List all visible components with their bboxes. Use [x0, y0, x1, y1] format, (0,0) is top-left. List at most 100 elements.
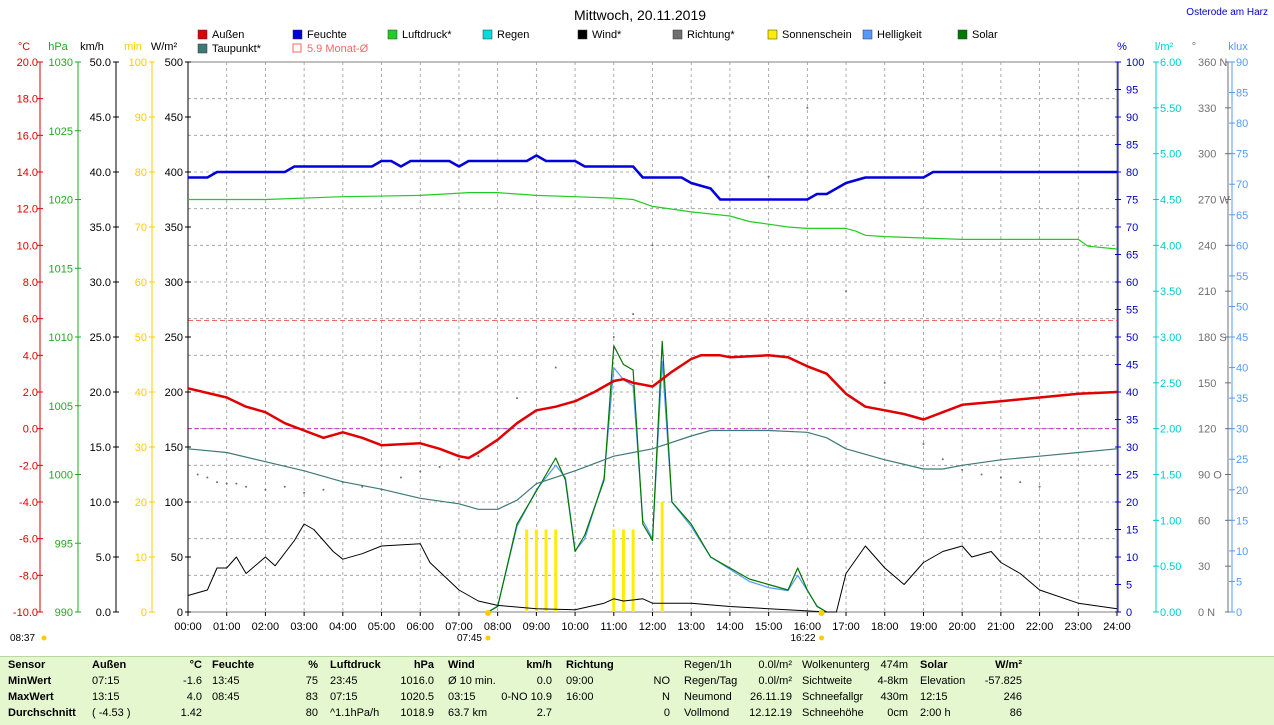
axis-tick-label: 25 — [1236, 454, 1248, 466]
point-richtung — [361, 485, 364, 488]
axis-tick-label: 10 — [1126, 552, 1138, 564]
axis-tick-label: 15.0 — [90, 442, 111, 454]
x-tick-label: 10:00 — [561, 621, 589, 633]
legend-item-luftdruck: Luftdruck* — [387, 29, 452, 41]
axis-unit-pct: % — [1117, 41, 1127, 53]
axis-tick-label: 240 — [1198, 240, 1216, 252]
axis-tick-label: 1.00 — [1160, 515, 1181, 527]
x-tick-label: 14:00 — [716, 621, 744, 633]
axis-tick-label: 4.00 — [1160, 240, 1181, 252]
axis-tick-label: 5.00 — [1160, 149, 1181, 161]
x-tick-label: 07:00 — [445, 621, 473, 633]
axis-tick-label: 1.50 — [1160, 470, 1181, 482]
legend-swatch — [482, 29, 493, 40]
axis-tick-label: 80 — [1126, 167, 1138, 179]
sunset-marker — [818, 610, 825, 616]
legend-item-aussen: Außen — [197, 29, 244, 41]
x-tick-label: 00:00 — [174, 621, 202, 633]
axis-tick-label: 50 — [1236, 301, 1248, 313]
footer-col-luftdruck: Luftdruck hPa 23:45 1016.0 07:15 1020.5 ^1.… — [330, 657, 434, 721]
footer-value: NO — [653, 675, 671, 687]
series-layer — [187, 106, 1118, 613]
legend-item-feuchte: Feuchte — [292, 29, 347, 41]
axis-unit-hpa: hPa — [48, 41, 68, 53]
footer-time: 07:15 — [92, 675, 120, 687]
location-label[interactable]: Osterode am Harz — [1186, 7, 1268, 18]
axis-tick-label: 40 — [135, 387, 147, 399]
footer-unit: km/h — [526, 659, 552, 671]
footer-label: Sichtweite — [802, 675, 853, 687]
footer-label: 2:00 h — [920, 707, 951, 719]
legend-label: Taupunkt* — [212, 43, 262, 55]
axis-tick-label: 120 — [1198, 424, 1216, 436]
axis-tick-label: 55 — [1126, 305, 1138, 317]
footer-value: 246 — [1003, 691, 1022, 703]
footer-time: ( -4.53 ) — [92, 707, 131, 719]
axis-tick-label: 80 — [1236, 118, 1248, 130]
legend-swatch — [672, 29, 683, 40]
footer-value: 430m — [880, 691, 908, 703]
axis-unit-temp: °C — [18, 41, 30, 53]
axis-kmh: 50.0 45.0 40.0 35.0 30.0 25.0 20.0 15.0 10.0 5.0 0… — [90, 57, 119, 619]
weather-chart: Mittwoch, 20.11.2019 Osterode am Harz Au… — [10, 7, 1268, 644]
axis-tick-label: 1015 — [49, 263, 73, 275]
series-line-luftdruck — [188, 192, 1118, 250]
axis-tick-label: 250 — [165, 332, 183, 344]
legend-swatch — [387, 29, 398, 40]
axis-tick-label: 210 — [1198, 286, 1216, 298]
axis-tick-label: 35.0 — [90, 222, 111, 234]
axis-tick-label: 30 — [135, 442, 147, 454]
x-tick-label: 20:00 — [948, 621, 976, 633]
axis-tick-label: -6.0 — [19, 534, 38, 546]
axis-unit-kmh: km/h — [80, 41, 104, 53]
axis-tick-label: 30.0 — [90, 277, 111, 289]
footer-label: MinWert — [8, 675, 52, 687]
sun-markers: 07:45 16:22 08:37 — [10, 610, 825, 644]
axis-tick-label: 85 — [1126, 140, 1138, 152]
footer-value: 0cm — [887, 707, 908, 719]
bar-sonnenschein — [544, 529, 548, 612]
footer-col-feuchte: Feuchte% 13:45 75 08:45 83 80 — [212, 657, 318, 721]
footer-value: 0.0l/m² — [758, 659, 792, 671]
axis-tick-label: 100 — [165, 497, 183, 509]
x-tick-label: 15:00 — [755, 621, 783, 633]
series-line-feuchte — [188, 154, 1117, 201]
daylight-icon — [41, 635, 47, 641]
footer-value: 86 — [1009, 707, 1022, 719]
point-richtung — [554, 366, 557, 369]
axis-tick-label: 990 — [55, 607, 73, 619]
footer-header: Außen — [92, 659, 127, 671]
footer-value: -57.825 — [984, 675, 1022, 687]
footer-header: Richtung — [566, 659, 614, 671]
chart-title: Mittwoch, 20.11.2019 — [574, 7, 706, 23]
axis-tick-label: 60 — [1126, 277, 1138, 289]
legend-item-richtung: Richtung* — [672, 29, 735, 41]
footer-value: 1.42 — [180, 707, 202, 719]
footer-value: 0.0 — [536, 675, 552, 687]
legend-item-regen: Regen — [482, 29, 529, 41]
point-richtung — [980, 473, 983, 476]
axis-tick-label: 75 — [1236, 149, 1248, 161]
legend-item-taupunkt: Taupunkt* — [197, 43, 262, 55]
bar-sonnenschein — [525, 529, 529, 612]
axis-tick-label: 8.0 — [23, 277, 38, 289]
axis-tick-label: 90 — [1126, 112, 1138, 124]
footer-time: 13:15 — [92, 691, 120, 703]
axis-tick-label: 60 — [135, 277, 147, 289]
axis-tick-label: 100 — [1126, 57, 1144, 69]
footer-value: 1018.9 — [400, 707, 434, 719]
legend-label: Wind* — [592, 29, 622, 41]
point-richtung — [477, 455, 480, 458]
footer-label: Sensor — [8, 659, 46, 671]
footer-value: 1016.0 — [400, 675, 434, 687]
axis-tick-label: 18.0 — [17, 94, 38, 106]
footer-header: Solar — [920, 659, 948, 671]
x-tick-label: 12:00 — [639, 621, 667, 633]
axis-unit-min: min — [124, 41, 142, 53]
footer-label: Schneefallgr — [802, 691, 864, 703]
point-richtung — [1038, 485, 1041, 488]
series-line-solar — [487, 340, 827, 613]
footer-time: 08:45 — [212, 691, 240, 703]
x-tick-label: 03:00 — [290, 621, 318, 633]
